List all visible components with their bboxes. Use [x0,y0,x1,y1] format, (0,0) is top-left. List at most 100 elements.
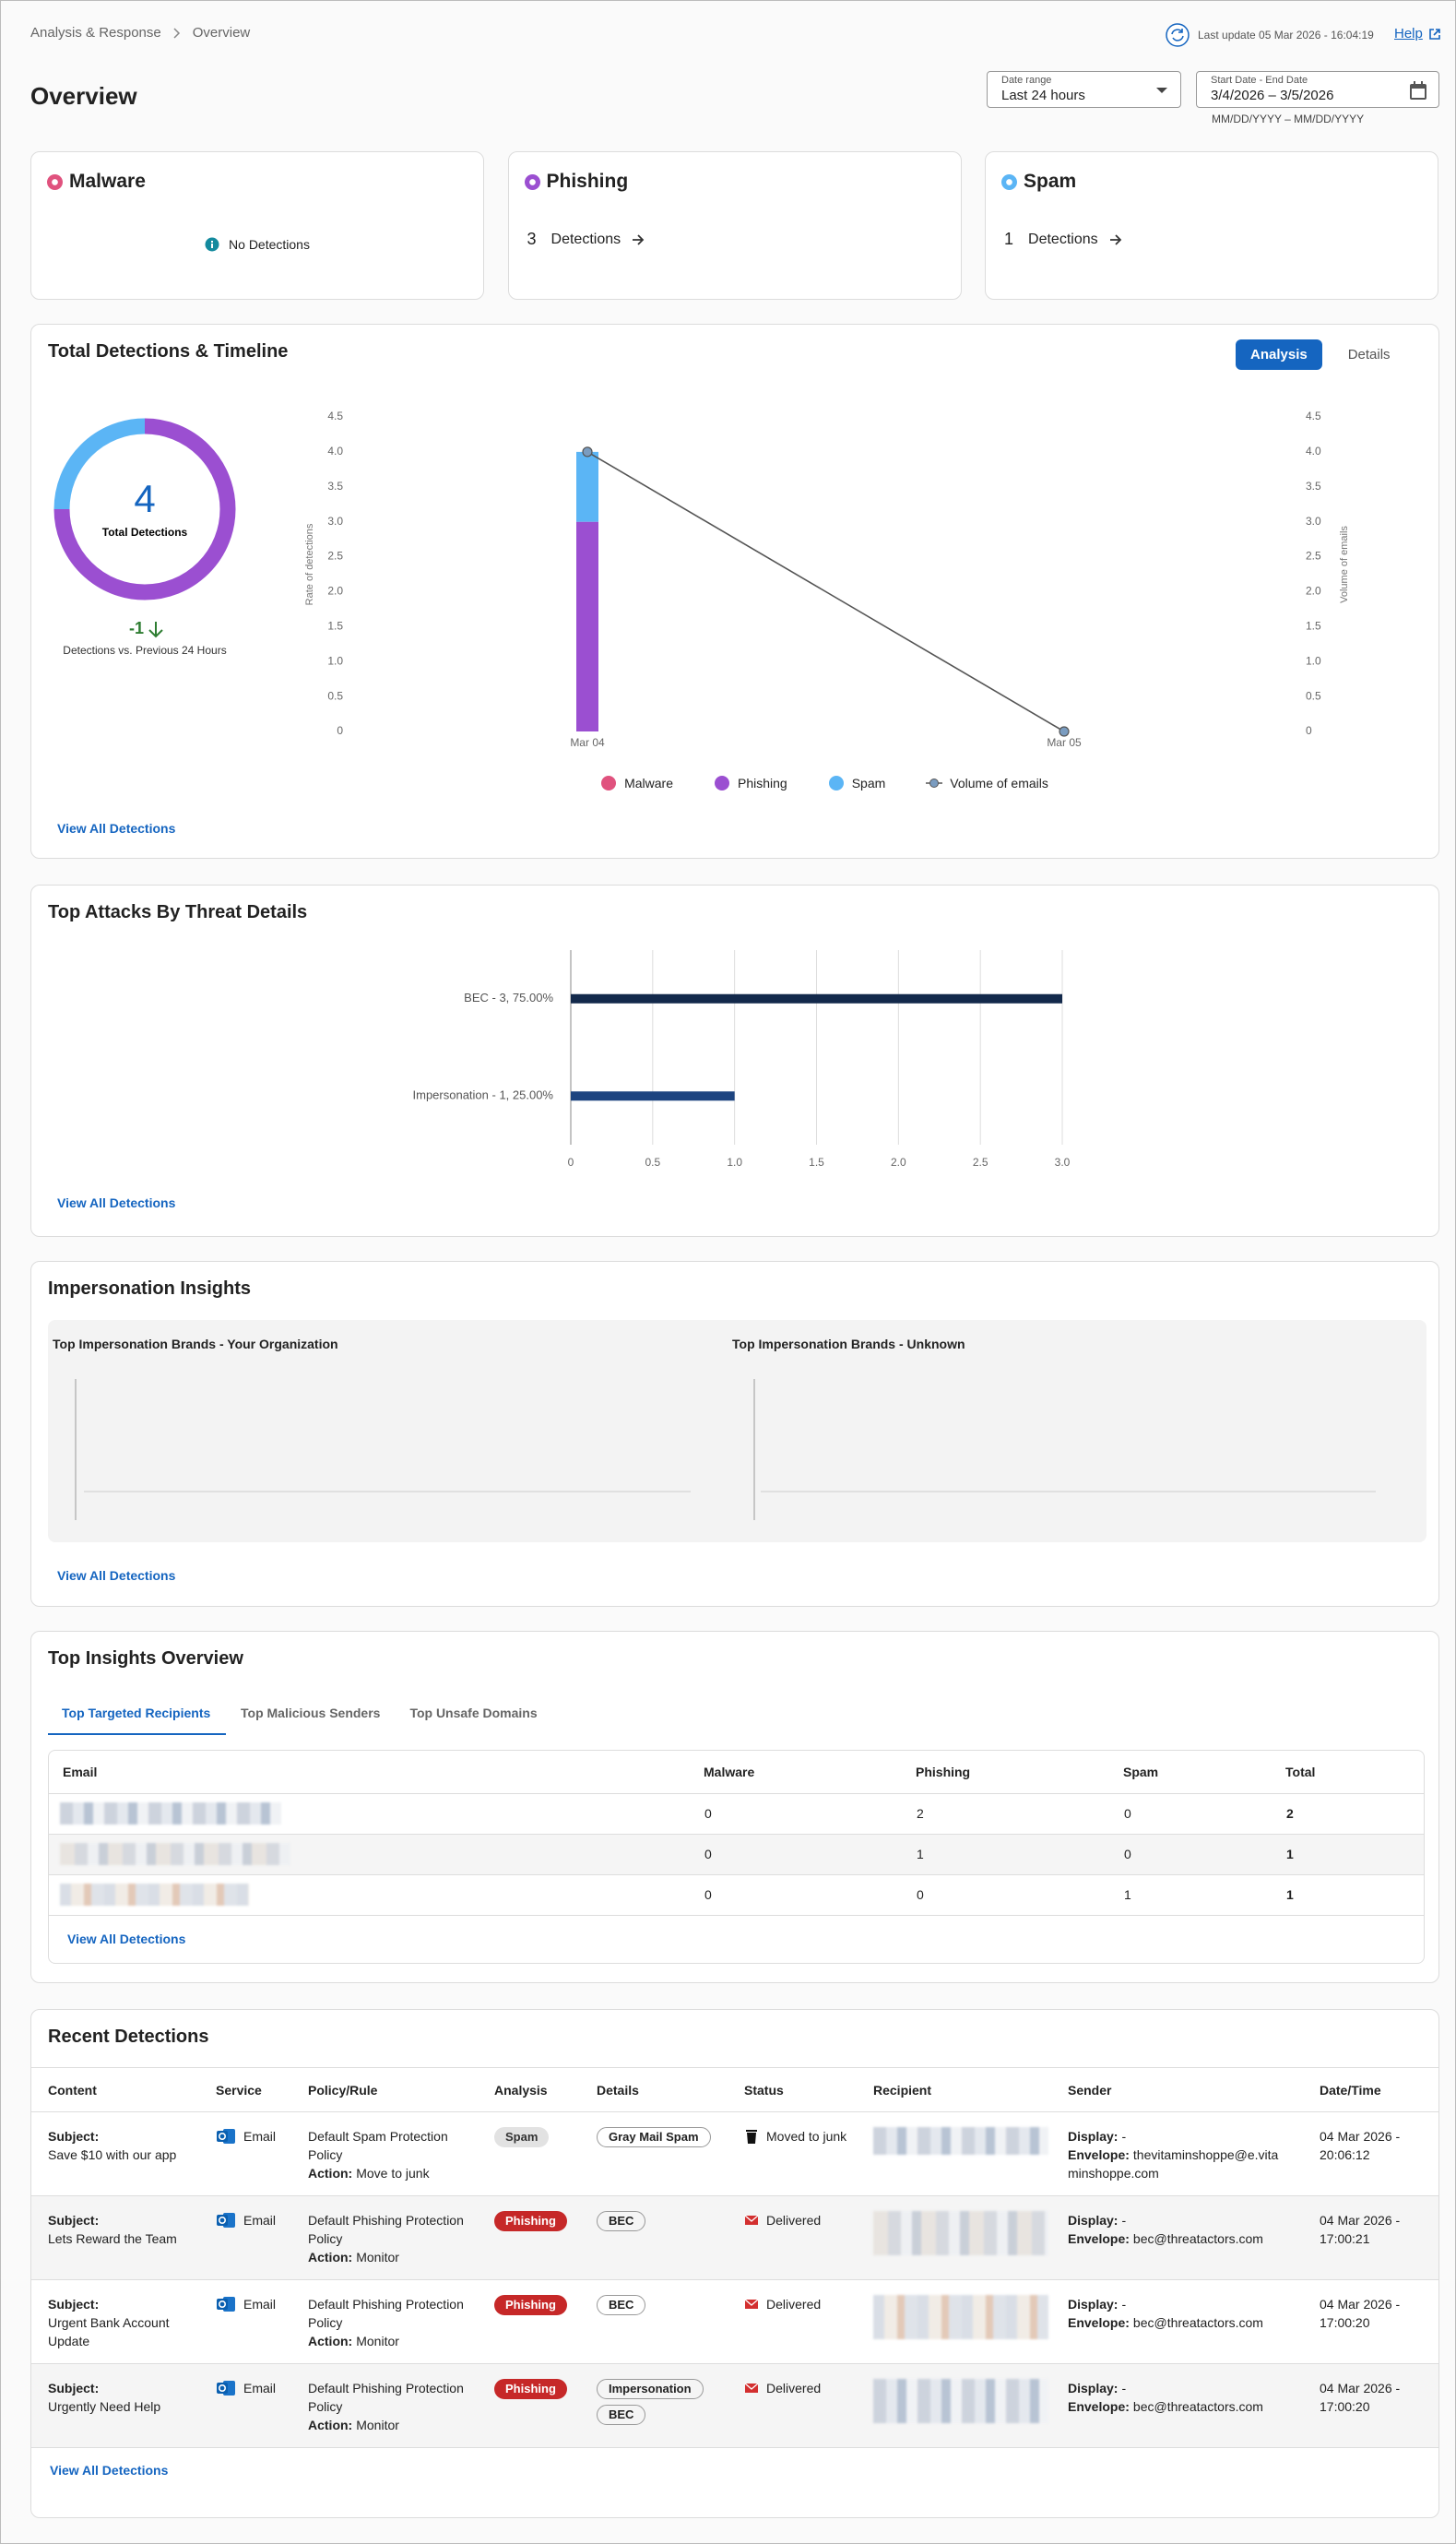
view-all-link[interactable]: View All Detections [57,1195,176,1210]
page-title: Overview [30,82,137,110]
view-all-link[interactable]: View All Detections [50,2463,169,2478]
y2-tick-label: 4.5 [1306,410,1321,422]
column-header: Details [597,2082,639,2098]
legend-item[interactable]: Volume of emails [926,775,1048,791]
insights-tab[interactable]: Top Targeted Recipients [48,1702,226,1735]
service: Email [216,2127,293,2146]
icon-front [217,2299,228,2310]
envelope: Envelope: bec@threatactors.com [1068,2397,1284,2416]
y-tick-label: 4.0 [327,445,343,458]
envelope-value: bec@threatactors.com [1132,2315,1263,2330]
detection-text[interactable]: Detections [1028,231,1098,247]
count-cell: 1 [917,1847,924,1861]
status-cell: Delivered [737,2196,866,2280]
bar [571,993,1062,1004]
view-tab[interactable]: Analysis [1236,339,1322,370]
insights-table-box: Email Malware Phishing Spam Total 0 2 0 2 0 1 0 1 0 0 1… [48,1750,1425,1964]
legend-marker [926,779,943,788]
help-link[interactable]: Help [1394,26,1441,42]
subject: Urgently Need Help [48,2399,161,2414]
view-all-link[interactable]: View All Detections [57,821,176,836]
legend-item[interactable]: Phishing [714,775,787,791]
detection-text[interactable]: Detections [550,231,621,247]
policy: Default Phishing Protection Policy [308,2297,464,2330]
display: Display: - [1068,2211,1284,2229]
mail-body [745,2216,758,2225]
legend-label: Phishing [738,776,787,791]
calendar-icon[interactable] [1409,80,1427,101]
refresh-icon[interactable] [1165,22,1190,48]
y2-tick-label: 3.5 [1306,480,1321,493]
envelope-value: bec@threatactors.com [1132,2231,1263,2246]
bar [571,1091,735,1101]
y-tick-label: 1.0 [327,654,343,667]
view-tab[interactable]: Details [1347,347,1391,363]
detection-row: Subject: Save $10 with our app Email Defaul… [31,2111,1438,2196]
analysis-cell: Phishing [487,2280,589,2364]
analysis-cell: Phishing [487,2364,589,2448]
datetime-cell: 04 Mar 2026 - 17:00:21 [1312,2196,1438,2280]
analysis-pill: Phishing [494,2379,567,2399]
redacted-recipient [873,2127,1048,2155]
service-cell: Email [208,2280,301,2364]
info-icon [205,237,219,252]
legend-item[interactable]: Malware [600,775,673,791]
service: Email [216,2295,293,2313]
y2-tick-label: 1.0 [1306,654,1321,667]
detail-wrap: BEC [597,2211,729,2237]
column-header: Analysis [494,2082,548,2098]
field-label: Envelope: [1068,2315,1130,2330]
card-dot [47,174,63,190]
path [1429,28,1440,40]
insights-tab[interactable]: Top Unsafe Domains [409,1706,538,1720]
insights-tab[interactable]: Top Malicious Senders [241,1706,381,1720]
date-picker-label: Start Date - End Date [1211,75,1308,86]
volume-line [586,451,1065,732]
y-category-label: BEC - 3, 75.00% [464,991,553,1005]
count-cell: 0 [1124,1847,1131,1861]
status-text: Delivered [766,2381,822,2395]
legend-label: Malware [624,776,673,791]
y-tick-label: 3.5 [327,480,343,493]
insights-table: Email Malware Phishing Spam Total 0 2 0 2 0 1 0 1 0 0 1… [49,1751,1424,1916]
view-all-link[interactable]: View All Detections [67,1932,186,1946]
envelope-value: thevitaminshoppe@e.vitaminshoppe.com [1068,2147,1279,2181]
date-picker[interactable]: Start Date - End Date 3/4/2026 – 3/5/202… [1196,71,1439,108]
card-detections[interactable]: 3 Detections [527,230,645,249]
field-label: Envelope: [1068,2231,1130,2246]
sender-cell: Display: - Envelope: bec@threatactors.com [1060,2196,1312,2280]
view-all-link[interactable]: View All Detections [57,1568,176,1583]
help-text[interactable]: Help [1394,26,1423,42]
donut-total: 4 [134,477,155,520]
envelope-value: bec@threatactors.com [1132,2399,1263,2414]
column-header: Phishing [916,1764,971,1779]
datetime: 04 Mar 2026 - 17:00:20 [1320,2381,1401,2414]
status-cell: Delivered [737,2280,866,2364]
y-tick-label: 3.0 [327,515,343,528]
legend-item[interactable]: Spam [828,775,885,791]
donut-label: Total Detections [102,526,188,539]
y-tick-label: 0 [337,724,343,737]
email-cell [49,1793,704,1834]
timeline-section: Total Detections & Timeline 4 Total Detec… [30,324,1439,859]
envelope: Envelope: bec@threatactors.com [1068,2229,1284,2248]
y2-tick-label: 2.5 [1306,550,1321,563]
service-cell: Email [208,2364,301,2448]
data-row: 0 1 0 1 [49,1834,1424,1874]
breadcrumb-item[interactable]: Analysis & Response [30,25,161,41]
legend-dot [828,776,844,791]
mail-flap [744,2299,759,2306]
y2-tick-label: 2.0 [1306,585,1321,598]
card-detections[interactable]: 1 Detections [1004,230,1122,249]
x-tick-label: 1.5 [809,1156,824,1169]
recent-detections-section: Recent Detections Content Service Policy/R… [30,2009,1439,2518]
analysis-cell: Phishing [487,2196,589,2280]
service-cell: Email [208,2112,301,2196]
detection-row: Subject: Lets Reward the Team Email Default… [31,2195,1438,2280]
y-tick-label: 2.5 [327,550,343,563]
date-picker-value: 3/4/2026 – 3/5/2026 [1211,88,1334,103]
date-range-dropdown[interactable]: Date range Last 24 hours [987,71,1181,108]
icon-o [218,2300,227,2309]
datetime: 04 Mar 2026 - 20:06:12 [1320,2129,1401,2162]
